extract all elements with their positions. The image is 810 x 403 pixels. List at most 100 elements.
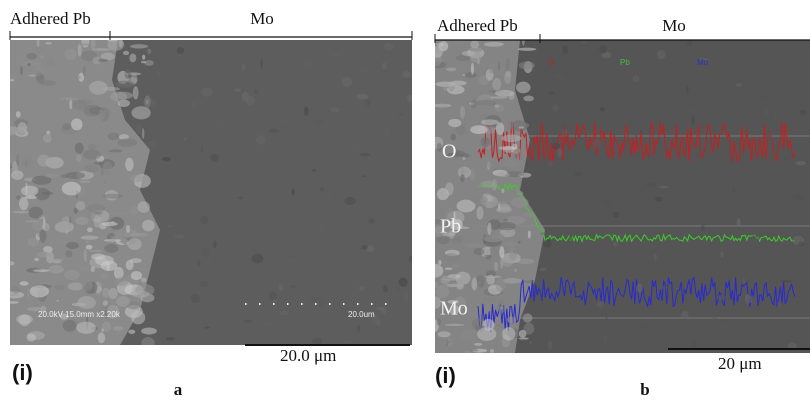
texture-spot: [481, 180, 496, 188]
scale-dot: [343, 303, 345, 305]
texture-spot: [444, 267, 453, 271]
texture-spot: [251, 253, 264, 264]
texture-spot: [330, 53, 341, 58]
texture-spot: [118, 134, 130, 140]
texture-spot: [681, 310, 689, 319]
texture-spot: [144, 60, 154, 66]
texture-spot: [341, 77, 353, 87]
region-label: Mo: [250, 9, 274, 28]
texture-spot: [502, 277, 522, 284]
texture-spot: [408, 255, 412, 263]
texture-spot: [29, 285, 49, 298]
texture-spot: [10, 291, 25, 299]
texture-spot: [45, 173, 60, 179]
texture-spot: [736, 218, 741, 227]
texture-spot: [450, 235, 463, 244]
texture-spot: [237, 196, 243, 200]
texture-spot: [763, 108, 768, 116]
texture-spot: [21, 185, 39, 197]
texture-spot: [11, 286, 21, 294]
texture-spot: [108, 149, 123, 153]
texture-spot: [140, 60, 147, 64]
texture-spot: [562, 129, 568, 136]
texture-spot: [20, 65, 23, 75]
texture-spot: [460, 329, 479, 341]
texture-spot: [686, 85, 689, 94]
texture-spot: [99, 222, 107, 230]
texture-spot: [483, 254, 487, 269]
texture-spot: [90, 266, 95, 273]
texture-spot: [473, 342, 483, 346]
sem-texture: [435, 40, 810, 353]
texture-spot: [243, 319, 254, 324]
scan-trace: [477, 121, 796, 164]
texture-spot: [732, 186, 736, 192]
texture-spot: [742, 277, 746, 284]
texture-spot: [445, 340, 456, 344]
texture-spot: [491, 232, 505, 240]
texture-spot: [396, 286, 400, 291]
texture-spot: [435, 219, 443, 225]
scale-label: 20 μm: [718, 354, 762, 373]
texture-spot: [130, 271, 143, 281]
texture-spot: [201, 87, 213, 97]
texture-spot: [450, 133, 457, 141]
texture-spot: [110, 236, 118, 240]
texture-spot: [497, 222, 516, 231]
texture-spot: [517, 47, 537, 51]
texture-spot: [455, 54, 471, 62]
texture-spot: [131, 290, 150, 298]
texture-spot: [36, 40, 40, 48]
trace-label: O: [442, 141, 456, 163]
texture-spot: [459, 105, 466, 119]
texture-spot: [279, 310, 289, 316]
texture-spot: [303, 60, 315, 70]
scale-dot: [357, 303, 359, 305]
texture-spot: [508, 91, 515, 100]
texture-spot: [40, 305, 47, 313]
texture-spot: [77, 43, 82, 57]
texture-spot: [777, 301, 782, 309]
texture-spot: [371, 314, 380, 324]
texture-spot: [287, 255, 298, 258]
texture-spot: [35, 45, 41, 54]
texture-spot: [612, 211, 620, 218]
texture-spot: [359, 66, 371, 72]
texture-spot: [780, 279, 793, 283]
texture-spot: [255, 176, 258, 186]
region-label: Mo: [662, 16, 686, 35]
texture-spot: [131, 310, 146, 325]
scale-dot: [273, 303, 275, 305]
texture-spot: [122, 50, 130, 56]
texture-spot: [447, 299, 459, 304]
texture-spot: [204, 326, 211, 329]
texture-spot: [460, 174, 465, 183]
texture-spot: [361, 245, 368, 250]
texture-spot: [93, 214, 101, 228]
texture-spot: [636, 283, 644, 293]
texture-spot: [34, 257, 40, 262]
texture-spot: [613, 241, 618, 247]
texture-spot: [523, 212, 535, 217]
texture-spot: [548, 185, 555, 195]
texture-spot: [308, 296, 321, 302]
texture-spot: [552, 104, 559, 112]
texture-spot: [497, 61, 501, 71]
texture-spot: [486, 274, 496, 285]
texture-spot: [453, 211, 456, 221]
texture-spot: [42, 133, 52, 143]
texture-spot: [45, 41, 52, 45]
texture-spot: [539, 232, 546, 235]
texture-spot: [493, 261, 499, 272]
texture-spot: [365, 245, 375, 253]
texture-spot: [241, 63, 246, 71]
texture-spot: [113, 266, 124, 280]
texture-spot: [435, 281, 438, 288]
texture-spot: [496, 324, 502, 327]
texture-spot: [451, 264, 459, 269]
texture-spot: [11, 210, 31, 214]
texture-spot: [700, 223, 705, 232]
texture-spot: [64, 269, 80, 281]
texture-spot: [695, 101, 702, 110]
texture-spot: [191, 102, 196, 106]
